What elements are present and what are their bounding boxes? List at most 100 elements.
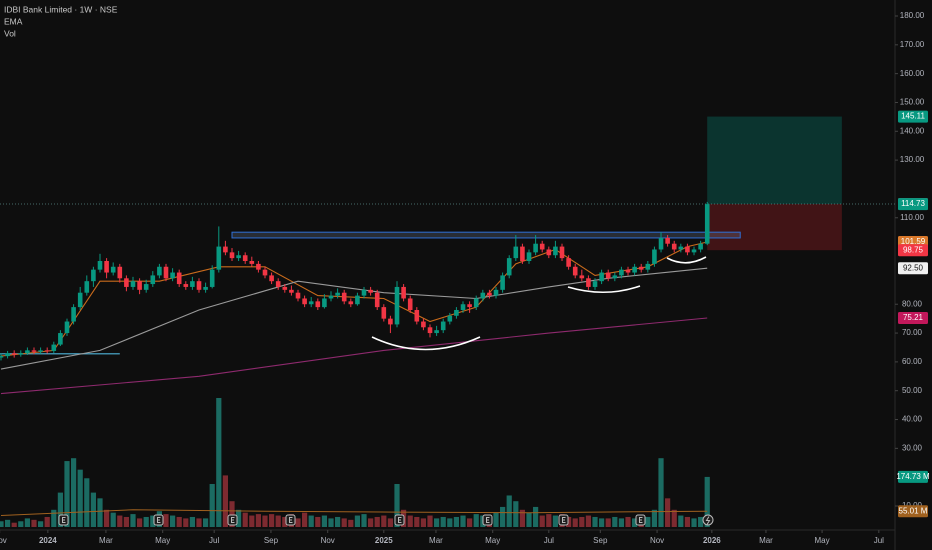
candle-body: [223, 246, 228, 253]
volume-bar: [533, 506, 539, 527]
volume-bar: [51, 509, 57, 527]
volume-bar: [592, 516, 598, 527]
candle-body: [289, 289, 294, 293]
volume-bar: [698, 516, 704, 527]
candle-body: [11, 353, 17, 355]
volume-bar: [493, 512, 499, 527]
volume-bar: [103, 509, 110, 527]
price-label: 98.75: [903, 245, 924, 254]
candle-body: [275, 281, 281, 287]
candle-body: [539, 243, 545, 250]
volume-bar: [196, 518, 202, 527]
volume-bar: [599, 518, 605, 527]
price-label: 101.59: [901, 237, 926, 246]
candle-body: [262, 269, 268, 276]
candle-body: [209, 269, 215, 287]
candle-body: [355, 295, 360, 305]
volume-bar: [612, 516, 618, 527]
price-label-box: [898, 198, 928, 211]
cup-arc: [371, 336, 481, 351]
volume-bar: [143, 516, 149, 527]
volume-bar: [236, 509, 242, 527]
price-label: 75.21: [903, 313, 924, 322]
candle-body: [196, 281, 202, 290]
volume-bar: [427, 515, 433, 527]
y-tick-label: 130.00: [900, 155, 925, 164]
x-tick-label: Jul: [209, 536, 219, 545]
volume-bar: [269, 514, 275, 527]
candle-body: [64, 321, 70, 334]
volume-bar: [651, 509, 658, 527]
price-label: 174.73 M: [896, 472, 930, 481]
volume-bar: [18, 521, 24, 527]
candle-body: [348, 301, 354, 305]
candle-body: [58, 333, 63, 345]
volume-bar: [295, 518, 301, 527]
candle-body: [38, 350, 43, 352]
volume-bar: [618, 518, 625, 527]
volume-bar: [566, 516, 572, 527]
volume-bar: [31, 519, 37, 527]
candle-body: [513, 246, 519, 259]
candle-body: [434, 330, 439, 334]
price-label-box: [898, 110, 928, 123]
volume-bar: [684, 516, 691, 527]
volume-bar: [354, 515, 361, 527]
candle-body: [493, 289, 499, 296]
x-tick-label: Mar: [429, 536, 443, 545]
y-tick-label: 50.00: [902, 386, 923, 395]
volume-bar: [321, 515, 328, 527]
indicator-label: EMA: [4, 16, 23, 26]
candle-body: [533, 243, 538, 253]
volume-bar: [84, 478, 90, 527]
volume-bar: [506, 495, 512, 527]
candle-body: [190, 281, 195, 287]
candle-body: [652, 249, 657, 264]
volume-bar: [64, 461, 70, 527]
volume-bar: [407, 515, 413, 527]
volume-bar: [249, 515, 255, 527]
y-tick-label: 140.00: [900, 126, 925, 135]
volume-bar: [176, 516, 182, 527]
volume-bar: [163, 514, 169, 527]
candle-body: [31, 350, 37, 352]
volume-bar: [110, 512, 116, 527]
volume-bar: [341, 518, 347, 527]
volume-bar: [691, 518, 697, 527]
volume-bar: [552, 515, 559, 527]
volume-bar: [275, 515, 281, 527]
candle-body: [216, 246, 222, 270]
candle-body: [487, 292, 492, 296]
x-tick-label: Jul: [874, 536, 884, 545]
volume-bar: [447, 518, 453, 527]
volume-bar: [0, 521, 4, 527]
candle-body: [143, 284, 149, 290]
y-tick-label: 70.00: [902, 328, 923, 337]
candle-body: [5, 353, 10, 357]
volume-bar: [255, 514, 262, 527]
candle-body: [295, 292, 301, 299]
price-label-box: [898, 470, 928, 483]
candle-body: [308, 301, 314, 305]
candle-body: [645, 263, 651, 270]
volume-bar: [222, 475, 229, 527]
candle-body: [130, 281, 136, 287]
candle-body: [381, 307, 387, 319]
volume-bar: [229, 501, 235, 527]
price-label-box: [898, 312, 928, 325]
candle-body: [104, 261, 109, 273]
candle-body: [572, 266, 578, 276]
candle-body: [520, 246, 525, 261]
candle-body: [0, 356, 4, 358]
candle-body: [203, 286, 208, 290]
volume-bar: [130, 514, 136, 527]
price-label-box: [898, 262, 928, 275]
candle-body: [157, 266, 162, 276]
candle-body: [110, 266, 116, 273]
candle-body: [302, 298, 307, 305]
x-tick-label: Nov: [0, 536, 7, 545]
volume-bar: [572, 518, 578, 527]
volume-bar: [183, 518, 189, 527]
volume-bar: [348, 519, 354, 527]
